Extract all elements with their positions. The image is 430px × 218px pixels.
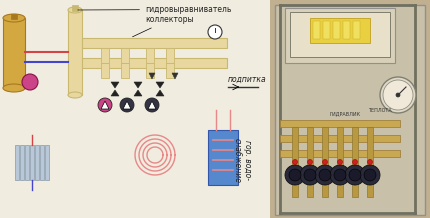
Polygon shape bbox=[156, 82, 164, 88]
Circle shape bbox=[334, 169, 346, 181]
Bar bbox=[146, 63, 154, 78]
Polygon shape bbox=[111, 82, 119, 88]
Bar bbox=[337, 127, 343, 197]
Circle shape bbox=[208, 25, 222, 39]
Polygon shape bbox=[134, 90, 142, 96]
Bar bbox=[333, 21, 340, 39]
Circle shape bbox=[364, 169, 376, 181]
Bar bbox=[322, 127, 328, 197]
Bar bbox=[0, 0, 270, 218]
Circle shape bbox=[292, 160, 298, 165]
Bar bbox=[166, 48, 174, 63]
Bar bbox=[146, 48, 154, 63]
Bar bbox=[280, 135, 400, 142]
Bar bbox=[352, 127, 358, 197]
Circle shape bbox=[300, 165, 320, 185]
Bar bbox=[323, 21, 330, 39]
Bar bbox=[292, 127, 298, 197]
Bar bbox=[270, 0, 430, 218]
Text: гор. водо-
снабжение: гор. водо- снабжение bbox=[232, 138, 252, 182]
Bar bbox=[101, 48, 109, 63]
Circle shape bbox=[330, 165, 350, 185]
Bar bbox=[35, 145, 39, 180]
Circle shape bbox=[319, 169, 331, 181]
Bar bbox=[68, 10, 82, 95]
Circle shape bbox=[304, 169, 316, 181]
Bar bbox=[15, 145, 19, 180]
Circle shape bbox=[145, 98, 159, 112]
Bar bbox=[280, 120, 400, 127]
Text: гидровыравниватель: гидровыравниватель bbox=[78, 5, 231, 14]
Bar bbox=[30, 145, 34, 180]
Ellipse shape bbox=[3, 84, 25, 92]
Circle shape bbox=[380, 77, 416, 113]
Polygon shape bbox=[156, 90, 164, 96]
Circle shape bbox=[315, 165, 335, 185]
Text: ГИДРАВЛИК: ГИДРАВЛИК bbox=[329, 111, 361, 116]
Bar bbox=[353, 21, 360, 39]
Circle shape bbox=[285, 165, 305, 185]
Circle shape bbox=[360, 165, 380, 185]
Bar bbox=[280, 150, 400, 157]
Bar bbox=[313, 21, 320, 39]
Circle shape bbox=[349, 169, 361, 181]
Polygon shape bbox=[148, 101, 156, 109]
Text: подпитка: подпитка bbox=[228, 75, 267, 84]
Bar bbox=[25, 145, 29, 180]
Bar bbox=[20, 145, 24, 180]
Bar bbox=[121, 48, 129, 63]
Bar bbox=[82, 58, 227, 68]
Circle shape bbox=[22, 74, 38, 90]
Bar bbox=[307, 127, 313, 197]
Circle shape bbox=[289, 169, 301, 181]
Circle shape bbox=[338, 160, 343, 165]
Bar bbox=[45, 145, 49, 180]
Circle shape bbox=[396, 93, 400, 97]
Text: коллекторы: коллекторы bbox=[132, 15, 194, 37]
Polygon shape bbox=[101, 101, 109, 109]
Ellipse shape bbox=[3, 14, 25, 22]
Bar bbox=[343, 21, 350, 39]
Ellipse shape bbox=[68, 92, 82, 98]
Bar bbox=[40, 145, 44, 180]
Circle shape bbox=[383, 80, 413, 110]
Polygon shape bbox=[172, 73, 178, 79]
Ellipse shape bbox=[68, 7, 82, 13]
Polygon shape bbox=[134, 82, 142, 88]
Circle shape bbox=[322, 160, 328, 165]
Bar bbox=[285, 8, 395, 63]
Circle shape bbox=[345, 165, 365, 185]
Bar bbox=[275, 5, 425, 215]
Bar bbox=[72, 5, 78, 11]
Bar bbox=[3, 18, 25, 88]
Circle shape bbox=[353, 160, 357, 165]
Bar bbox=[290, 12, 390, 57]
Circle shape bbox=[98, 98, 112, 112]
Polygon shape bbox=[123, 101, 131, 109]
Polygon shape bbox=[149, 73, 155, 79]
Bar bbox=[310, 18, 370, 43]
Bar bbox=[101, 63, 109, 78]
Bar bbox=[82, 38, 227, 48]
Bar bbox=[11, 14, 17, 19]
Polygon shape bbox=[111, 90, 119, 96]
Circle shape bbox=[307, 160, 313, 165]
Bar bbox=[208, 130, 238, 185]
Bar bbox=[367, 127, 373, 197]
Bar bbox=[166, 63, 174, 78]
Bar bbox=[121, 63, 129, 78]
Circle shape bbox=[120, 98, 134, 112]
Circle shape bbox=[368, 160, 372, 165]
Text: ТЕПЛОТА: ТЕПЛОТА bbox=[368, 108, 392, 113]
